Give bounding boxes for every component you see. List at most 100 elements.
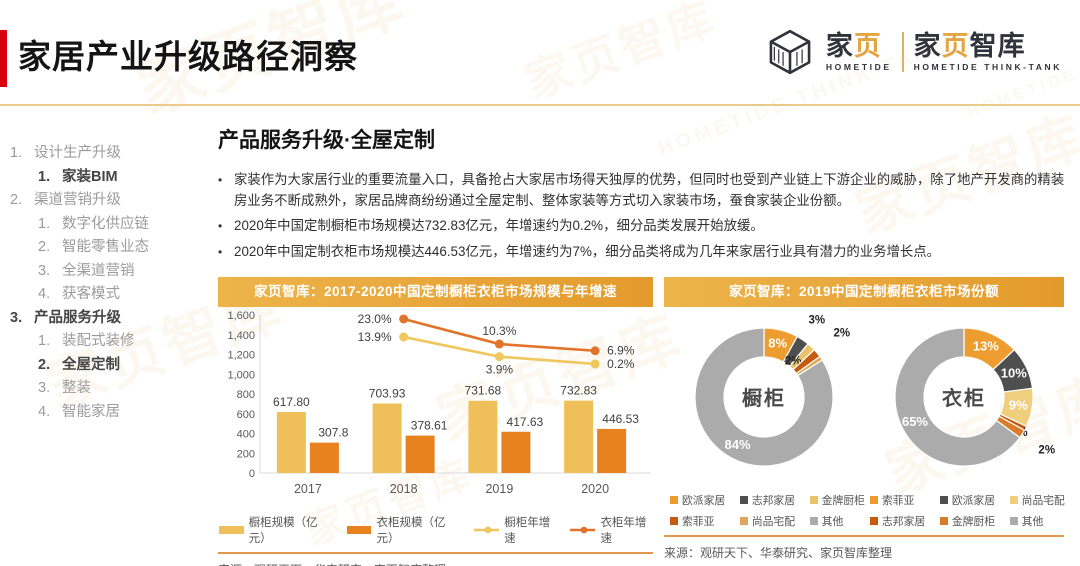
svg-text:2%: 2%	[1038, 445, 1055, 457]
svg-text:橱柜: 橱柜	[742, 386, 786, 410]
panel-divider	[664, 535, 1064, 537]
bullet-marker: •	[218, 244, 223, 259]
legend-item-索菲亚: 索菲亚	[670, 513, 740, 529]
svg-text:2020: 2020	[581, 482, 609, 496]
legend-swatch	[670, 517, 678, 525]
legend-item-欧派家居: 欧派家居	[939, 492, 1010, 508]
svg-text:3%: 3%	[809, 314, 826, 326]
sidebar-item-number: 3.	[38, 262, 51, 279]
bullet-list: • 家装作为大家居行业的重要流量入口，具备抢占大家居市场得天独厚的优势，但同时也受…	[218, 170, 1066, 267]
svg-text:1,000: 1,000	[227, 369, 255, 381]
legend-label: 志邦家居	[751, 495, 796, 507]
legend-item-尚品宅配: 尚品宅配	[739, 513, 810, 529]
legend-item-其他: 其他	[809, 513, 864, 529]
left-source-note: 来源：观研天下、华泰研究、家页智库整理	[218, 561, 653, 566]
legend-line-swatch	[473, 526, 500, 534]
legend-item-衣柜年增速: 衣柜年增速	[569, 514, 653, 546]
sidebar-item-number: 3.	[38, 380, 51, 396]
sidebar-item-label: 智能家居	[62, 403, 120, 420]
svg-text:446.53: 446.53	[602, 412, 639, 426]
svg-text:731.68: 731.68	[465, 384, 502, 398]
right-source-note: 来源：观研天下、华泰研究、家页智库整理	[664, 546, 893, 560]
right-chart-title: 家页智库：2019中国定制橱柜衣柜市场份额	[664, 277, 1064, 307]
legend-item-金牌厨柜: 金牌厨柜	[939, 513, 1010, 529]
svg-text:2%: 2%	[785, 356, 802, 368]
sidebar-item-设计生产升级: 1. 设计生产升级	[10, 146, 205, 161]
sidebar-item-整装: 3. 整装	[38, 381, 205, 396]
legend-label: 金牌厨柜	[821, 495, 865, 507]
legend-swatch	[809, 517, 818, 525]
sidebar-item-number: 2.	[10, 192, 23, 208]
legend-swatch	[809, 496, 818, 504]
svg-text:732.83: 732.83	[560, 384, 597, 398]
legend-item-尚品宅配: 尚品宅配	[1009, 492, 1065, 508]
legend-label: 志邦家居	[882, 516, 926, 528]
cupboard-donut-chart: 8%3%2%2%1%84%橱柜	[694, 314, 850, 467]
legend-label: 其他	[821, 516, 844, 528]
svg-text:3.9%: 3.9%	[486, 363, 514, 377]
brand-char-gold: 页	[853, 31, 882, 61]
svg-text:9%: 9%	[1009, 398, 1028, 413]
sidebar-item-number: 1.	[38, 215, 51, 232]
sidebar-item-智能家居: 4. 智能家居	[38, 403, 205, 420]
legend-swatch	[1009, 517, 1018, 525]
watermark-text: 家页智库	[518, 0, 724, 109]
svg-text:1,600: 1,600	[227, 310, 255, 322]
bullet-item: • 家装作为大家居行业的重要流量入口，具备抢占大家居市场得天独厚的优势，但同时也受…	[218, 170, 1066, 211]
legend-item-欧派家居: 欧派家居	[670, 492, 740, 508]
svg-text:600: 600	[237, 409, 255, 421]
sidebar-item-label: 全屋定制	[62, 356, 120, 373]
sidebar-item-label: 数字化供应链	[62, 215, 149, 232]
panel-market-share-donuts: 家页智库：2019中国定制橱柜衣柜市场份额 8%3%2%2%1%84%橱柜 欧派…	[664, 277, 1065, 561]
svg-text:8%: 8%	[768, 336, 787, 351]
brand-char-gold: 页	[941, 31, 970, 61]
brand-name-full: 家页智库 HOMETIDE THINK-TANK	[914, 32, 1062, 72]
svg-text:307.8: 307.8	[318, 426, 348, 440]
brand-char: 家	[825, 31, 854, 61]
sidebar-item-label: 智能零售业态	[62, 239, 149, 255]
legend-label: 欧派家居	[682, 495, 726, 507]
legend-item-索菲亚: 索菲亚	[870, 492, 940, 508]
brand-char: 家	[913, 31, 942, 61]
cupboard-donut-legend: 欧派家居 志邦家居 金牌厨柜索菲亚 尚品宅配 其他	[664, 492, 865, 529]
combo-bar-line-chart: 0 200 400 600 800 1,000 1,200 1,400 1,600 2017 201…	[227, 310, 651, 496]
svg-text:2018: 2018	[390, 482, 418, 496]
sidebar-item-label: 产品服务升级	[34, 309, 121, 326]
svg-text:1,400: 1,400	[227, 330, 255, 342]
svg-text:400: 400	[237, 429, 255, 441]
svg-text:0: 0	[249, 468, 255, 480]
legend-item-其他: 其他	[1009, 513, 1064, 529]
legend-item-志邦家居: 志邦家居	[870, 513, 940, 529]
sidebar-item-产品服务升级: 3. 产品服务升级	[10, 309, 205, 326]
legend-label: 尚品宅配	[751, 516, 796, 528]
svg-text:800: 800	[237, 389, 255, 401]
sidebar-item-装配式装修: 1. 装配式装修	[38, 334, 205, 349]
legend-item-衣柜规模（亿元）: 衣柜规模（亿元）	[346, 514, 461, 546]
bullet-item: • 2020年中国定制橱柜市场规模达732.83亿元，年增速约为0.2%，细分品类…	[218, 216, 1066, 237]
svg-text:2017: 2017	[294, 482, 322, 496]
panel-market-size-chart: 家页智库：2017-2020中国定制橱柜衣柜市场规模与年增速 0 200 400 60…	[218, 277, 653, 566]
legend-swatch	[739, 496, 748, 504]
svg-text:13.9%: 13.9%	[358, 330, 392, 344]
cube-logo-icon	[769, 29, 811, 75]
svg-text:2019: 2019	[485, 482, 513, 496]
sidebar-item-label: 获客模式	[62, 286, 120, 302]
svg-text:10.3%: 10.3%	[482, 324, 516, 338]
svg-text:23.0%: 23.0%	[358, 312, 392, 326]
legend-swatch	[739, 517, 748, 525]
header-divider	[0, 104, 1080, 106]
svg-text:378.61: 378.61	[411, 419, 448, 433]
legend-bar-swatch	[219, 526, 244, 534]
legend-label: 橱柜年增速	[504, 517, 551, 545]
svg-text:200: 200	[237, 448, 255, 460]
wardrobe-donut-chart: 13%10%9%1%2%65%衣柜	[894, 327, 1055, 467]
bullet-text: 家装作为大家居行业的重要流量入口，具备抢占大家居市场得天独厚的优势，但同时也受到…	[234, 172, 1065, 208]
svg-text:65%: 65%	[902, 414, 928, 429]
legend-swatch	[939, 517, 948, 525]
sidebar-item-number: 2.	[38, 239, 51, 255]
bullet-marker: •	[218, 219, 223, 233]
sidebar-item-number: 4.	[38, 286, 51, 302]
sidebar-item-label: 全渠道营销	[62, 262, 135, 279]
